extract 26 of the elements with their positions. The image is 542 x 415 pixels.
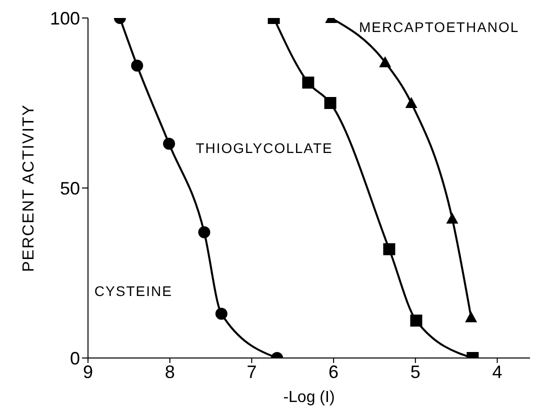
point	[410, 314, 422, 327]
y-tick-label: 0	[70, 348, 80, 368]
series-label: MERCAPTOETHANOL	[358, 19, 520, 35]
x-tick-label: 6	[328, 362, 339, 382]
point	[446, 212, 458, 224]
point	[215, 308, 228, 320]
y-axis-title: PERCENT ACTIVITY	[20, 104, 38, 272]
series-label: THIOGLYCOLLATE	[196, 140, 333, 156]
point	[379, 56, 392, 68]
y-tick-label: 100	[50, 8, 80, 28]
x-tick-label: 7	[246, 362, 257, 382]
point	[131, 60, 144, 72]
y-tick-label: 50	[60, 178, 80, 198]
x-tick-label: 4	[492, 362, 502, 382]
x-axis-title: -Log (I)	[283, 389, 335, 406]
point	[405, 97, 418, 108]
text: CYSTEINE	[94, 282, 172, 299]
x-tick-label: 5	[410, 362, 420, 382]
x-tick-label: 8	[164, 362, 175, 382]
point	[302, 76, 314, 89]
point	[465, 311, 478, 322]
point	[383, 243, 396, 256]
point	[163, 138, 176, 150]
point	[324, 97, 336, 109]
point	[198, 226, 210, 238]
x-tick-label: 9	[82, 362, 94, 382]
